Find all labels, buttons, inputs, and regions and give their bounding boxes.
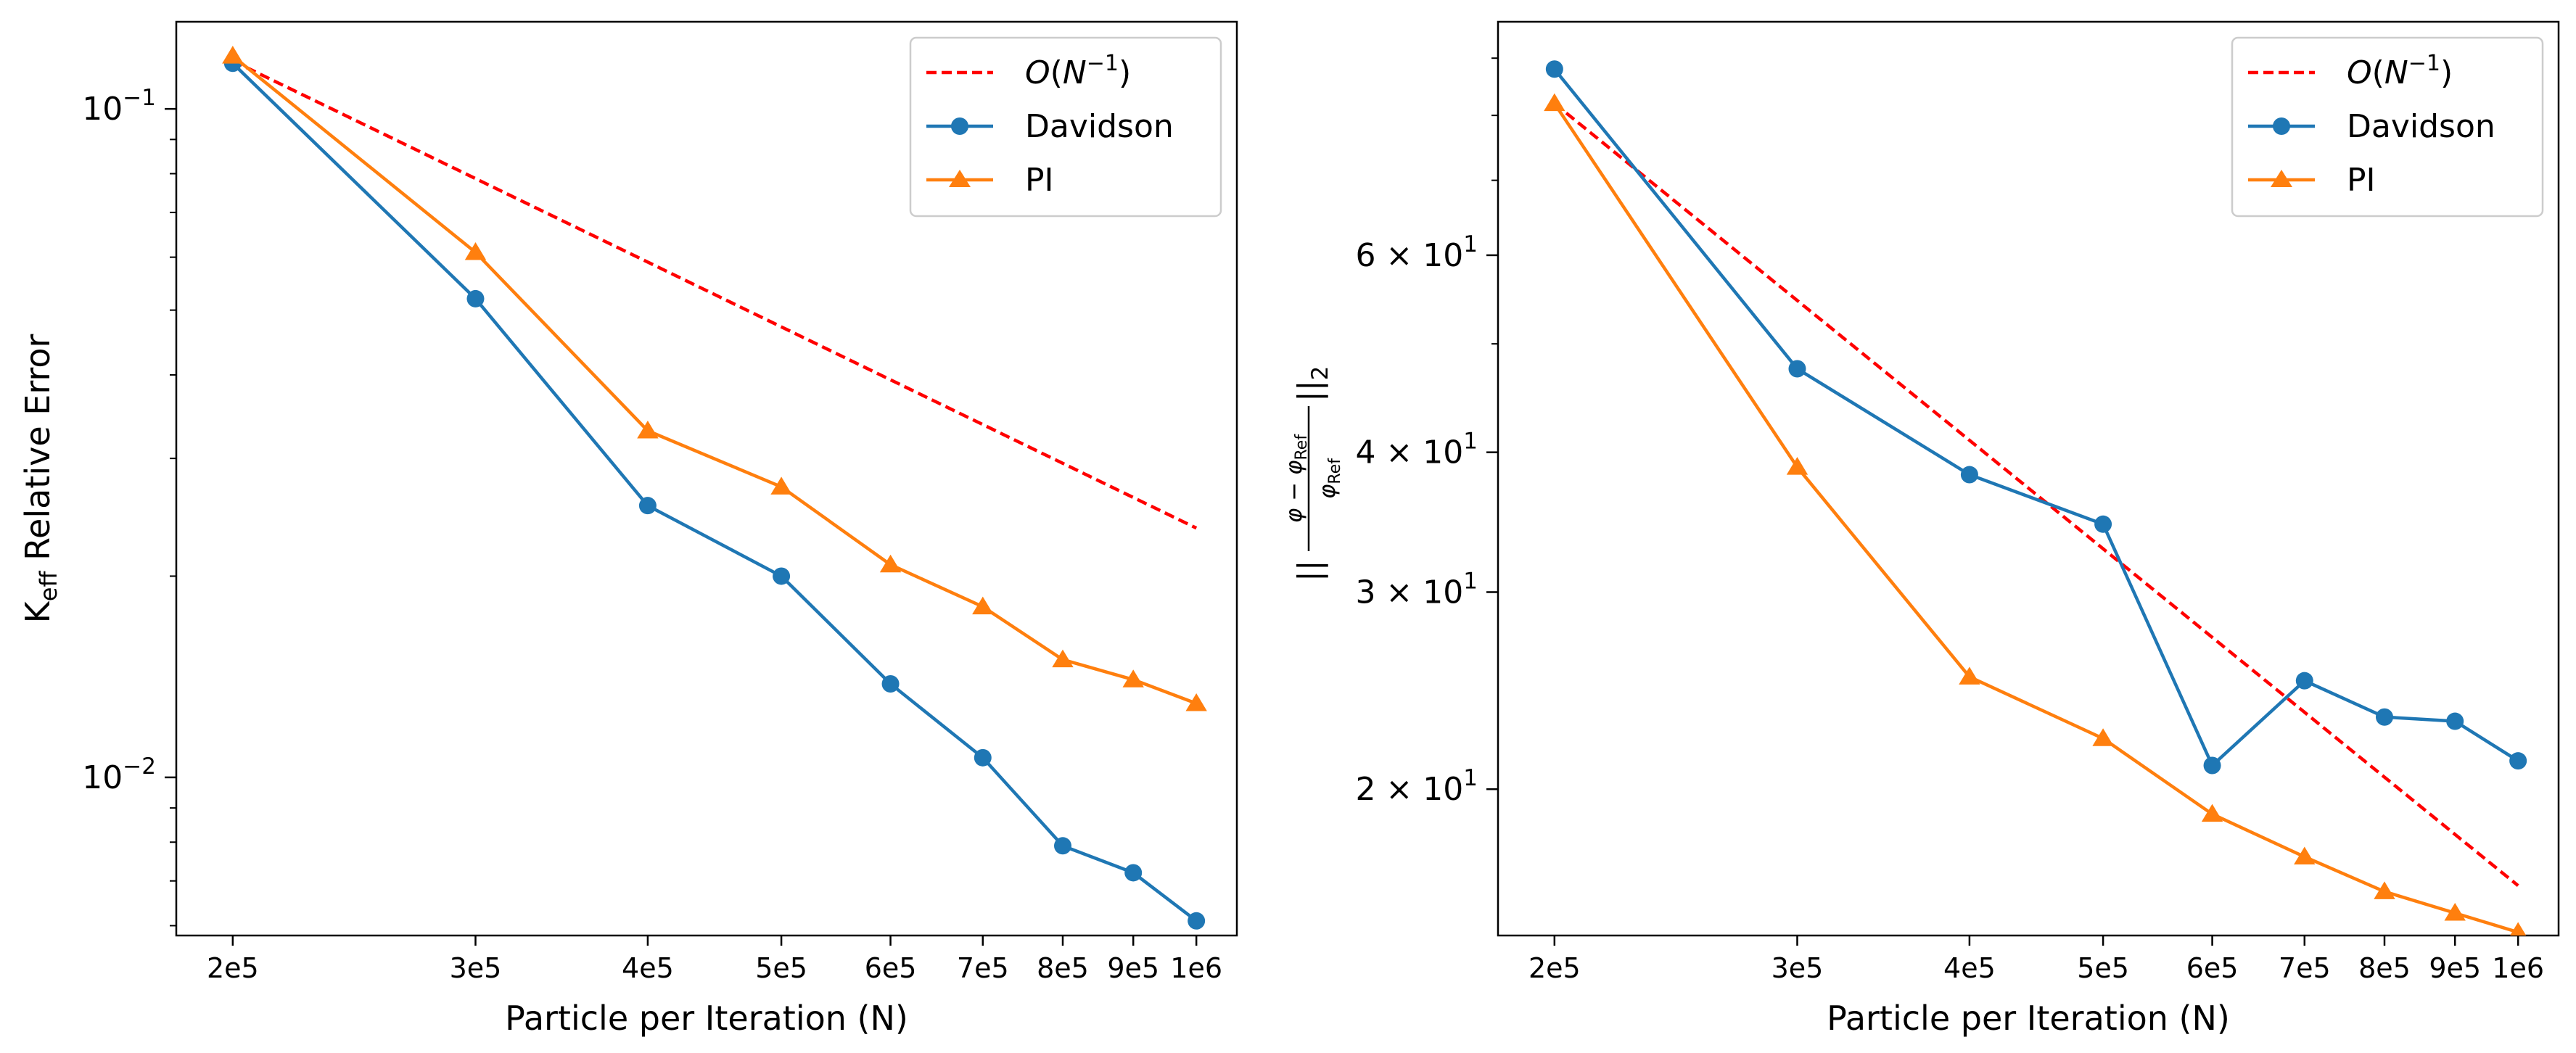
data-point-davidson	[1545, 60, 1563, 78]
x-tick-label: 5e5	[755, 952, 807, 984]
x-tick-label: 8e5	[1037, 952, 1089, 984]
data-point-pi	[1052, 649, 1074, 668]
x-axis-label: Particle per Iteration (N)	[505, 999, 908, 1038]
legend-marker-pi	[2271, 170, 2292, 187]
data-point-pi	[2510, 922, 2527, 936]
data-point-davidson	[1053, 837, 1071, 855]
data-point-davidson	[638, 497, 657, 515]
legend-box	[2231, 36, 2544, 218]
data-point-davidson	[2295, 672, 2313, 690]
x-tick-label: 7e5	[2279, 952, 2331, 984]
legend: O(N−1) Davidson PI	[909, 36, 1222, 218]
y-tick-label: 10−1	[82, 85, 156, 128]
legend-marker-pi	[949, 170, 971, 187]
legend-label-reference-slope: O(N−1)	[1025, 51, 1131, 91]
data-point-davidson	[1188, 912, 1206, 930]
legend-label-reference-slope: O(N−1)	[2347, 51, 2453, 91]
data-point-pi	[1959, 666, 1980, 685]
right-chart-panel: 2e5 3e5 4e5 5e5 6e5 7e5 8e5 9e5 1e6 Particle per …	[1281, 20, 2560, 1038]
x-tick-label: 4e5	[1943, 952, 1996, 984]
axes-frame	[1497, 20, 2560, 937]
data-point-davidson	[466, 289, 485, 307]
data-point-pi	[770, 476, 792, 495]
data-point-pi	[2294, 846, 2316, 865]
legend-label-davidson: Davidson	[2347, 108, 2495, 145]
series-group	[1544, 60, 2527, 936]
data-point-pi	[2374, 881, 2395, 899]
x-tick-label: 9e5	[2429, 952, 2481, 984]
legend-label-pi: PI	[2347, 162, 2376, 199]
data-point-davidson	[2203, 756, 2221, 775]
left-chart-panel: 2e5 3e5 4e5 5e5 6e5 7e5 8e5 9e5 1e6 Particle per …	[18, 20, 1238, 1038]
data-point-davidson	[974, 748, 992, 767]
axes-frame	[175, 20, 1238, 937]
x-tick-label: 1e6	[1170, 952, 1222, 984]
y-tick-label: 4 × 101	[1355, 429, 1478, 471]
legend-label-davidson: Davidson	[1025, 108, 1174, 145]
data-point-pi	[637, 420, 659, 439]
data-point-davidson	[773, 567, 791, 585]
y-tick-label: 10−2	[82, 753, 156, 796]
y-tick-label: 3 × 101	[1355, 568, 1478, 611]
data-point-davidson	[2375, 708, 2393, 726]
data-point-pi	[222, 46, 244, 64]
x-tick-label: 1e6	[2492, 952, 2544, 984]
x-tick-label: 8e5	[2358, 952, 2411, 984]
data-point-davidson	[2446, 712, 2464, 730]
data-point-pi	[879, 554, 902, 573]
x-tick-label: 7e5	[957, 952, 1009, 984]
y-axis-label: Keff Relative Error	[18, 334, 62, 624]
data-point-davidson	[2509, 752, 2527, 770]
data-point-pi	[1544, 93, 1565, 112]
legend-marker-davidson	[2273, 117, 2290, 135]
legend-box	[909, 36, 1222, 218]
data-point-pi	[2444, 903, 2466, 921]
series-line-reference-slope	[1553, 102, 2519, 887]
legend-label-pi: PI	[1025, 162, 1054, 199]
x-tick-label: 4e5	[622, 952, 674, 984]
data-point-davidson	[881, 674, 900, 693]
x-tick-label: 3e5	[1771, 952, 1824, 984]
data-point-pi	[972, 596, 994, 615]
y-label-norm-right: ||2	[1291, 366, 1333, 402]
x-axis-label: Particle per Iteration (N)	[1827, 999, 2230, 1038]
y-tick-label: 6 × 101	[1355, 231, 1478, 274]
data-point-pi	[2092, 728, 2114, 746]
data-point-davidson	[1960, 466, 1978, 484]
x-tick-label: 5e5	[2077, 952, 2129, 984]
data-point-pi	[1786, 457, 1808, 475]
x-tick-label: 6e5	[865, 952, 917, 984]
y-label-denominator: φRef	[1314, 458, 1344, 499]
series-line-reference-slope	[231, 59, 1198, 530]
x-tick-label: 2e5	[1528, 952, 1581, 984]
data-point-pi	[464, 242, 487, 260]
x-tick-label: 9e5	[1107, 952, 1159, 984]
data-point-pi	[2201, 804, 2223, 822]
series-group	[222, 46, 1207, 930]
legend-marker-davidson	[951, 117, 968, 135]
x-tick-label: 3e5	[450, 952, 502, 984]
data-point-davidson	[1788, 360, 1806, 378]
x-tick-label: 6e5	[2186, 952, 2239, 984]
data-point-davidson	[2094, 515, 2112, 533]
y-tick-label: 2 × 101	[1355, 765, 1478, 808]
y-label-norm-left: ||	[1291, 560, 1328, 582]
data-point-pi	[1185, 693, 1207, 711]
legend: O(N−1) Davidson PI	[2231, 36, 2544, 218]
x-tick-label: 2e5	[207, 952, 259, 984]
data-point-davidson	[1124, 864, 1143, 882]
data-point-pi	[1122, 669, 1144, 687]
